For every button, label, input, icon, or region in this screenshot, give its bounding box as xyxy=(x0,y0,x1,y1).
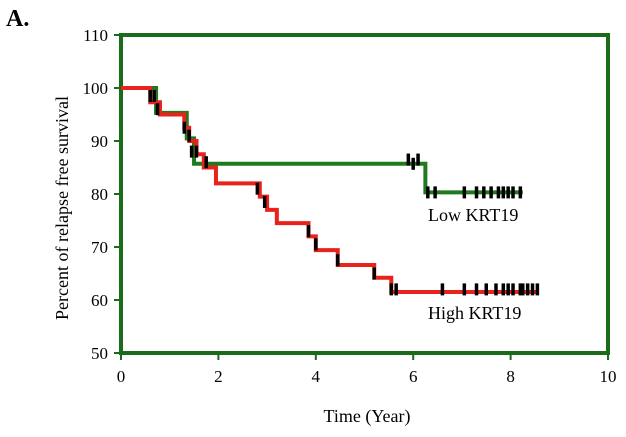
y-axis-title: Percent of relapse free survival xyxy=(52,96,72,320)
panel-label: A. xyxy=(6,6,29,32)
series-label-high-krt19: High KRT19 xyxy=(428,303,521,323)
y-axis-ticks: 50 60 70 80 90 100 110 xyxy=(83,26,121,363)
y-tick-label: 100 xyxy=(83,79,109,98)
series-label-low-krt19: Low KRT19 xyxy=(428,205,518,225)
censor-marks xyxy=(148,89,540,296)
y-tick-label: 80 xyxy=(91,185,108,204)
plot-frame xyxy=(119,33,610,355)
plot-area xyxy=(119,33,610,355)
x-tick-label: 8 xyxy=(506,367,515,386)
x-tick-label: 10 xyxy=(600,367,617,386)
x-axis-title: Time (Year) xyxy=(323,406,410,427)
x-tick-label: 2 xyxy=(214,367,223,386)
y-tick-label: 70 xyxy=(91,238,108,257)
y-tick-label: 90 xyxy=(91,132,108,151)
y-tick-label: 110 xyxy=(83,26,108,45)
x-tick-label: 4 xyxy=(312,367,321,386)
y-tick-label: 60 xyxy=(91,291,108,310)
y-tick-label: 50 xyxy=(91,344,108,363)
x-axis-ticks: 0 2 4 6 8 10 xyxy=(117,353,617,386)
x-tick-label: 6 xyxy=(409,367,418,386)
survival-curve-low xyxy=(121,86,523,195)
x-tick-label: 0 xyxy=(117,367,126,386)
